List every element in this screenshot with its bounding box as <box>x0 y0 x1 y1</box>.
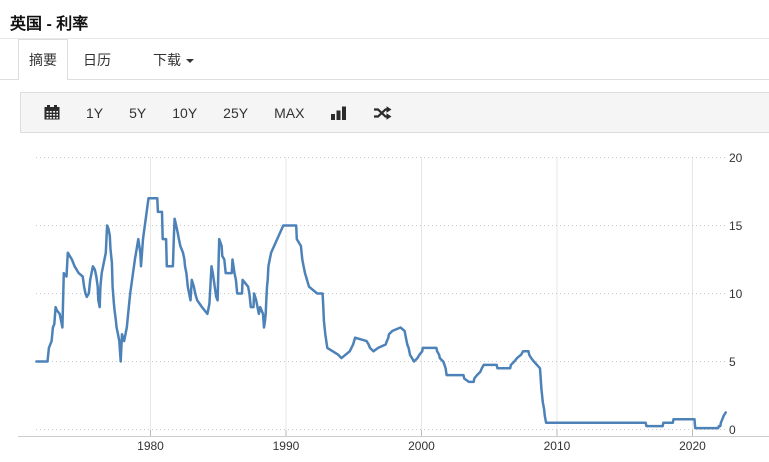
svg-text:10: 10 <box>729 287 743 301</box>
title-bar: 英国 - 利率 <box>0 0 769 39</box>
svg-text:0: 0 <box>729 423 736 437</box>
range-max-label: MAX <box>274 104 305 121</box>
bar-chart-icon <box>331 106 347 120</box>
range-10y-button[interactable]: 10Y <box>159 93 210 132</box>
svg-text:5: 5 <box>729 355 736 369</box>
range-25y-button[interactable]: 25Y <box>210 93 261 132</box>
range-max-button[interactable]: MAX <box>261 93 317 132</box>
svg-text:1980: 1980 <box>137 439 164 453</box>
calendar-button[interactable] <box>31 93 73 132</box>
tab-calendar-label: 日历 <box>83 52 111 68</box>
tab-calendar[interactable]: 日历 <box>68 39 126 79</box>
range-25y-label: 25Y <box>223 104 249 121</box>
tab-summary-label: 摘要 <box>29 52 57 68</box>
tab-download-label: 下载 <box>153 52 181 68</box>
chart-toolbar: 1Y 5Y 10Y 25Y MAX <box>20 92 769 133</box>
tab-bar: 摘要 日历 下载 <box>0 39 769 80</box>
svg-text:1990: 1990 <box>273 439 300 453</box>
range-5y-button[interactable]: 5Y <box>116 93 159 132</box>
rate-line-chart[interactable]: 1980 1990 2000 2010 2020 0 5 10 15 20 <box>0 139 769 461</box>
range-1y-button[interactable]: 1Y <box>73 93 116 132</box>
svg-text:15: 15 <box>729 219 743 233</box>
chevron-down-icon <box>186 59 194 63</box>
svg-text:2000: 2000 <box>408 439 435 453</box>
rate-chart-area[interactable]: 1980 1990 2000 2010 2020 0 5 10 15 20 <box>0 139 769 461</box>
tab-summary[interactable]: 摘要 <box>18 39 68 80</box>
compare-button[interactable] <box>360 93 405 132</box>
range-10y-label: 10Y <box>172 104 198 121</box>
svg-text:20: 20 <box>729 151 743 165</box>
page-title: 英国 - 利率 <box>10 16 89 33</box>
chart-type-button[interactable] <box>317 93 360 132</box>
range-1y-label: 1Y <box>86 104 104 121</box>
tab-download[interactable]: 下载 <box>138 39 209 79</box>
svg-text:2020: 2020 <box>679 439 706 453</box>
svg-text:2010: 2010 <box>544 439 571 453</box>
range-5y-label: 5Y <box>129 104 147 121</box>
calendar-icon <box>44 105 60 120</box>
compare-shuffle-icon <box>374 105 392 120</box>
